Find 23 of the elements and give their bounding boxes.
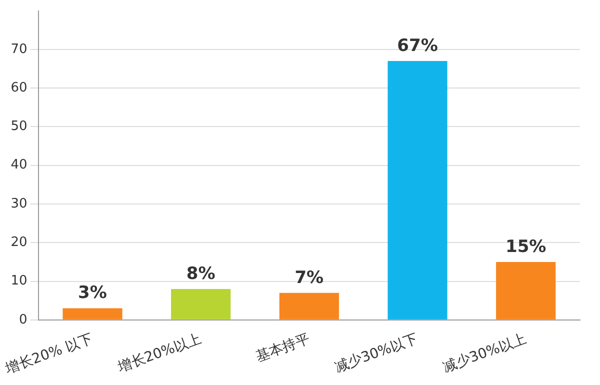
y-tick-label: 0 xyxy=(19,312,28,328)
bar xyxy=(496,262,556,320)
y-tick-label: 40 xyxy=(10,158,28,173)
y-tick-label: 20 xyxy=(10,234,28,250)
x-tick-label: 减少30%以下 xyxy=(332,330,420,376)
data-label: 3% xyxy=(78,283,107,304)
x-tick-label: 基本持平 xyxy=(254,330,312,366)
y-tick-label: 50 xyxy=(10,119,28,134)
bar xyxy=(388,61,448,320)
y-tick-label: 60 xyxy=(10,80,28,96)
bar xyxy=(171,288,231,320)
y-tick-label: 70 xyxy=(10,42,28,57)
x-tick-label: 增长20% 以下 xyxy=(2,330,96,378)
data-label: 8% xyxy=(186,264,216,284)
x-tick-label: 减少30%以上 xyxy=(441,330,528,376)
bar xyxy=(279,292,339,320)
y-tick-label: 30 xyxy=(10,196,28,212)
data-label: 67% xyxy=(397,36,438,56)
data-label: 7% xyxy=(294,268,324,288)
data-label: 15% xyxy=(505,236,546,257)
x-tick-label: 增长20%以上 xyxy=(115,330,204,376)
y-tick-label: 10 xyxy=(10,274,28,289)
bar xyxy=(62,308,122,320)
